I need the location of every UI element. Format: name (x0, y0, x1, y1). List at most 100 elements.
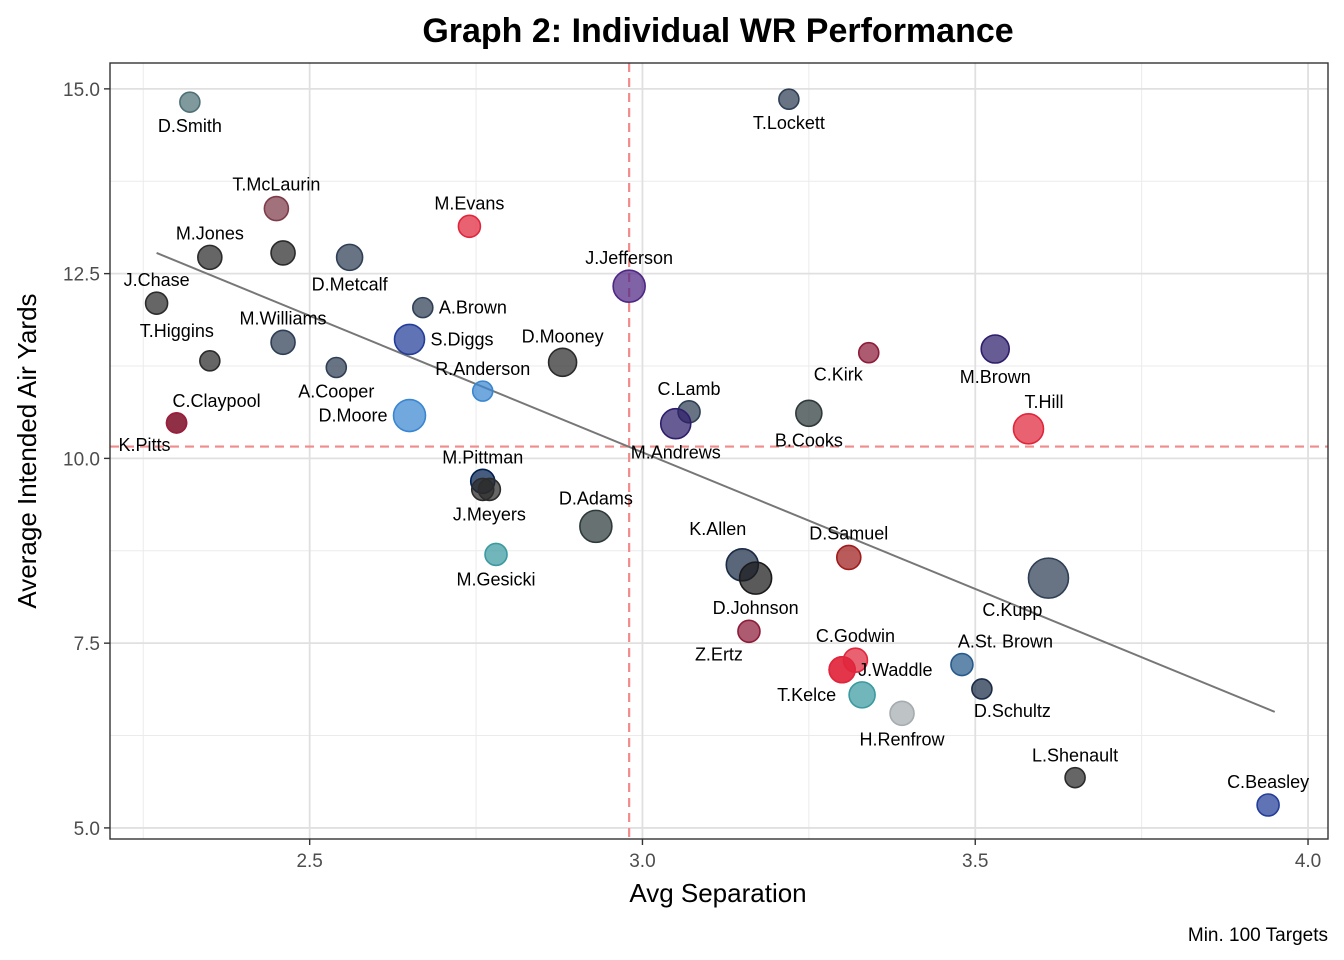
point-label: A.Brown (439, 298, 507, 318)
point-label: M.Jones (176, 223, 244, 243)
x-tick-label: 2.5 (296, 851, 322, 872)
data-point (484, 542, 508, 567)
data-point (144, 291, 169, 315)
point-label: C.Godwin (816, 626, 895, 646)
data-point (197, 244, 223, 271)
data-point (457, 214, 482, 239)
data-point (971, 678, 993, 700)
data-point (477, 477, 502, 502)
y-axis-title: Average Intended Air Yards (12, 293, 42, 608)
point-label: C.Kupp (982, 600, 1042, 620)
y-tick-label: 10.0 (63, 449, 100, 470)
point-label: S.Diggs (431, 329, 494, 349)
data-point (579, 509, 613, 544)
point-label: D.Mooney (522, 326, 604, 346)
y-tick-label: 5.0 (74, 819, 100, 840)
point-label: Z.Ertz (695, 644, 743, 664)
x-tick-label: 3.5 (962, 851, 988, 872)
point-label: M.Williams (240, 308, 327, 328)
data-point (392, 398, 427, 433)
data-point (778, 88, 800, 111)
point-label: B.Cooks (775, 430, 843, 450)
reference-lines (110, 63, 1328, 839)
data-point (857, 341, 880, 364)
y-tick-label: 15.0 (63, 80, 100, 101)
data-point (263, 195, 290, 222)
point-label: R.Anderson (435, 359, 530, 379)
x-tick-label: 3.0 (629, 851, 655, 872)
point-label: M.Andrews (631, 443, 721, 463)
data-point (737, 619, 761, 644)
point-label: T.Higgins (140, 321, 214, 341)
data-point (950, 652, 974, 677)
point-label: D.Samuel (809, 523, 888, 543)
point-label: D.Johnson (713, 598, 799, 618)
point-label: C.Kirk (814, 365, 864, 385)
x-axis-title: Avg Separation (629, 878, 806, 908)
data-point (835, 544, 862, 571)
point-label: J.Jefferson (585, 248, 673, 268)
point-label: D.Moore (318, 406, 387, 426)
data-point (1064, 766, 1086, 789)
data-point (270, 240, 296, 266)
grid-lines (110, 63, 1328, 839)
data-point (471, 380, 494, 402)
point-label: A.St. Brown (958, 632, 1053, 652)
data-point (889, 700, 915, 727)
y-tick-label: 7.5 (74, 634, 100, 655)
data-point (547, 347, 578, 378)
plot-border (109, 62, 1329, 840)
point-label: D.Schultz (974, 701, 1051, 721)
data-point (1027, 557, 1070, 599)
data-point (199, 350, 221, 372)
data-point (270, 329, 296, 356)
data-point (980, 334, 1011, 364)
point-label: M.Gesicki (457, 569, 536, 589)
data-point (412, 296, 434, 319)
point-label: M.Brown (960, 367, 1031, 387)
point-label: A.Cooper (298, 381, 374, 401)
data-point (165, 412, 188, 434)
data-point (335, 243, 364, 272)
data-point (848, 681, 876, 709)
point-label: T.Lockett (753, 113, 825, 133)
data-point (828, 655, 856, 684)
data-point (795, 399, 823, 428)
point-labels: D.Smith T.Lockett T.McLaurin M.Evans M.Jones… (119, 113, 1310, 792)
point-label: H.Renfrow (860, 729, 946, 749)
plot-panel (110, 63, 1328, 839)
x-tick-label: 4.0 (1295, 851, 1321, 872)
data-point (1256, 793, 1280, 817)
point-label: C.Claypool (173, 391, 261, 411)
chart-caption: Min. 100 Targets (1188, 925, 1328, 946)
data-points (144, 88, 1280, 817)
point-label: M.Pittman (442, 447, 523, 467)
point-label: D.Smith (158, 116, 222, 136)
data-point (179, 91, 201, 113)
chart-title: Graph 2: Individual WR Performance (422, 12, 1013, 50)
point-label: J.Meyers (453, 504, 526, 524)
point-label: J.Chase (124, 270, 190, 290)
data-point (393, 323, 426, 356)
point-label: T.Kelce (777, 685, 836, 705)
axes: 2.5 3.0 3.5 4.0 5.0 7.5 10.0 12.5 15.0 (63, 80, 1321, 872)
point-label: J.Waddle (858, 660, 932, 680)
data-point (325, 356, 348, 379)
point-label: K.Pitts (119, 435, 171, 455)
trend-line (156, 252, 1276, 713)
point-label: C.Beasley (1227, 772, 1309, 792)
data-point (738, 561, 773, 595)
point-label: C.Lamb (658, 379, 721, 399)
point-label: T.Hill (1024, 392, 1063, 412)
point-label: T.McLaurin (232, 175, 320, 195)
data-point (1012, 413, 1045, 445)
trend-line-group (156, 252, 1276, 713)
point-label: D.Metcalf (312, 274, 389, 294)
point-label: M.Evans (434, 193, 504, 213)
data-point (659, 407, 692, 440)
y-tick-label: 12.5 (63, 265, 100, 286)
data-point (612, 269, 646, 303)
point-label: L.Shenault (1032, 746, 1118, 766)
point-label: K.Allen (689, 519, 746, 539)
